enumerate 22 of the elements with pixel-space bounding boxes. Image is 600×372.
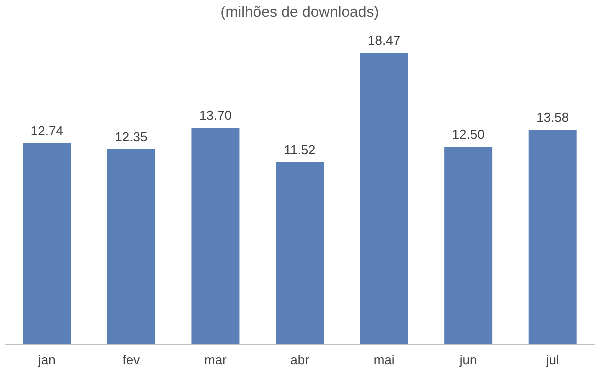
bar (360, 53, 408, 344)
x-tick-label: mai (374, 352, 395, 368)
x-tick-label: jun (458, 352, 478, 368)
data-label: 12.50 (452, 127, 485, 142)
data-label: 13.58 (536, 110, 570, 126)
data-label: 13.70 (199, 108, 232, 124)
chart-title: (milhões de downloads) (220, 4, 380, 21)
bar (192, 128, 240, 344)
bar (107, 149, 156, 344)
x-tick-label: jan (37, 352, 56, 368)
bar (444, 147, 493, 344)
bar (23, 143, 72, 344)
bar (528, 130, 577, 344)
x-tick-label: fev (122, 352, 141, 368)
data-label: 11.52 (284, 142, 316, 158)
x-tick-label: jul (545, 352, 560, 368)
data-label: 18.47 (368, 33, 401, 48)
x-tick-label: abr (290, 352, 310, 368)
data-label: 12.35 (115, 129, 148, 144)
x-tick-label: mar (204, 352, 228, 368)
bar (276, 162, 324, 344)
data-label: 12.74 (30, 123, 64, 138)
